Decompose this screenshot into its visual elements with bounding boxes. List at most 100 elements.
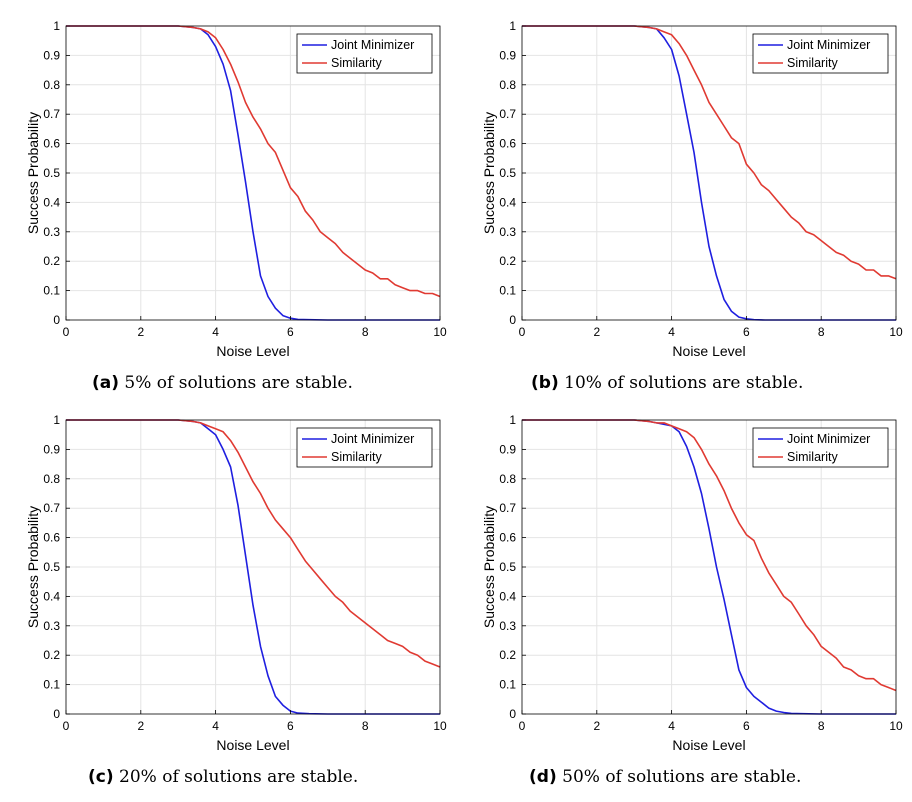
x-tick-label: 2 [593, 719, 600, 733]
y-tick-label: 0.6 [499, 531, 516, 545]
y-tick-label: 0.1 [43, 284, 60, 298]
legend-label-similarity: Similarity [787, 450, 838, 464]
chart-panel-b: 0 2 4 6 8 10 0 0.1 0.2 0.3 0.4 0.5 0.6 0.7 0.8 0.9 1 Nois… [481, 19, 903, 359]
x-tick-label: 6 [287, 719, 294, 733]
x-tick-label: 2 [593, 325, 600, 339]
series-line-similarity [522, 419, 897, 692]
y-tick-label: 0.2 [499, 648, 516, 662]
y-tick-label: 0.3 [499, 619, 516, 633]
y-axis-label: Success Probability [25, 506, 41, 628]
x-tick-label: 6 [743, 325, 750, 339]
y-tick-label: 1 [509, 19, 516, 33]
x-tick-label: 8 [362, 325, 369, 339]
x-axis-label: Noise Level [672, 737, 745, 753]
caption-a: (a) 5% of solutions are stable. [92, 373, 353, 393]
y-tick-label: 0.8 [499, 472, 516, 486]
x-tick-label: 8 [362, 719, 369, 733]
y-tick-label: 0 [509, 707, 516, 721]
x-tick-label: 4 [212, 325, 219, 339]
legend-label-similarity: Similarity [331, 56, 382, 70]
x-axis-label: Noise Level [216, 737, 289, 753]
x-tick-label: 2 [137, 325, 144, 339]
y-tick-label: 0.1 [499, 678, 516, 692]
caption-c: (c) 20% of solutions are stable. [88, 767, 358, 787]
y-tick-label: 0.2 [43, 254, 60, 268]
x-tick-label: 0 [519, 719, 526, 733]
y-tick-label: 0.4 [43, 195, 60, 209]
y-tick-label: 1 [509, 413, 516, 427]
caption-d: (d) 50% of solutions are stable. [529, 767, 801, 787]
chart-panel-d: 0 2 4 6 8 10 0 0.1 0.2 0.3 0.4 0.5 0.6 0.7 0.8 0.9 1 Nois… [481, 413, 903, 753]
x-tick-label: 0 [63, 719, 70, 733]
y-tick-label: 0.9 [43, 48, 60, 62]
x-tick-label: 4 [668, 325, 675, 339]
x-tick-label: 6 [743, 719, 750, 733]
y-tick-label: 1 [53, 19, 60, 33]
series-line-similarity [66, 25, 441, 298]
y-tick-label: 0.4 [499, 589, 516, 603]
y-tick-label: 0.5 [43, 166, 60, 180]
caption-b: (b) 10% of solutions are stable. [531, 373, 803, 393]
x-tick-label: 8 [818, 325, 825, 339]
x-tick-label: 4 [668, 719, 675, 733]
y-axis-label: Success Probability [481, 112, 497, 234]
legend-box [752, 33, 889, 74]
legend-box [752, 427, 889, 468]
legend-label-joint-minimizer: Joint Minimizer [331, 432, 414, 446]
y-tick-label: 0.3 [43, 619, 60, 633]
y-axis-label: Success Probability [481, 506, 497, 628]
caption-tag: (a) [92, 373, 120, 393]
y-tick-label: 0.5 [499, 166, 516, 180]
x-tick-label: 10 [433, 719, 447, 733]
x-tick-label: 8 [818, 719, 825, 733]
caption-text: 10% of solutions are stable. [564, 373, 804, 393]
caption-tag: (b) [531, 373, 559, 393]
y-tick-label: 0 [509, 313, 516, 327]
y-tick-label: 0.6 [43, 137, 60, 151]
caption-text: 50% of solutions are stable. [562, 767, 802, 787]
x-tick-label: 0 [519, 325, 526, 339]
y-tick-label: 0.8 [43, 472, 60, 486]
y-tick-label: 0.3 [43, 225, 60, 239]
y-tick-label: 0 [53, 313, 60, 327]
x-tick-label: 0 [63, 325, 70, 339]
y-tick-label: 0.6 [499, 137, 516, 151]
y-tick-label: 0.6 [43, 531, 60, 545]
y-tick-label: 0.7 [499, 501, 516, 515]
y-tick-label: 0.7 [43, 107, 60, 121]
chart-panel-c: 0 2 4 6 8 10 0 0.1 0.2 0.3 0.4 0.5 0.6 0.7 0.8 0.9 1 Nois… [25, 413, 447, 753]
y-axis-label: Success Probability [25, 112, 41, 234]
x-tick-label: 10 [889, 325, 903, 339]
chart-panel-a: 0 2 4 6 8 10 0 0.1 0.2 0.3 0.4 0.5 0.6 0.7 0.8 0.9 1 Nois… [25, 19, 447, 359]
x-tick-label: 10 [433, 325, 447, 339]
y-tick-label: 0.1 [499, 284, 516, 298]
caption-tag: (d) [529, 767, 557, 787]
y-tick-label: 0.9 [43, 442, 60, 456]
y-tick-label: 0.8 [43, 78, 60, 92]
y-tick-label: 0.4 [43, 589, 60, 603]
x-axis-label: Noise Level [672, 343, 745, 359]
y-tick-label: 0.4 [499, 195, 516, 209]
x-axis-label: Noise Level [216, 343, 289, 359]
legend-box [296, 33, 433, 74]
caption-text: 5% of solutions are stable. [124, 373, 353, 393]
y-tick-label: 0.7 [499, 107, 516, 121]
legend-label-joint-minimizer: Joint Minimizer [787, 38, 870, 52]
y-tick-label: 0.9 [499, 48, 516, 62]
x-tick-label: 10 [889, 719, 903, 733]
y-tick-label: 0.5 [499, 560, 516, 574]
y-tick-label: 0.9 [499, 442, 516, 456]
caption-tag: (c) [88, 767, 114, 787]
x-tick-label: 6 [287, 325, 294, 339]
y-tick-label: 0.2 [499, 254, 516, 268]
y-tick-label: 0 [53, 707, 60, 721]
x-tick-label: 2 [137, 719, 144, 733]
series-line-similarity [522, 25, 897, 280]
legend-label-similarity: Similarity [331, 450, 382, 464]
y-tick-label: 0.8 [499, 78, 516, 92]
legend-box [296, 427, 433, 468]
x-tick-label: 4 [212, 719, 219, 733]
y-tick-label: 0.2 [43, 648, 60, 662]
y-tick-label: 0.5 [43, 560, 60, 574]
